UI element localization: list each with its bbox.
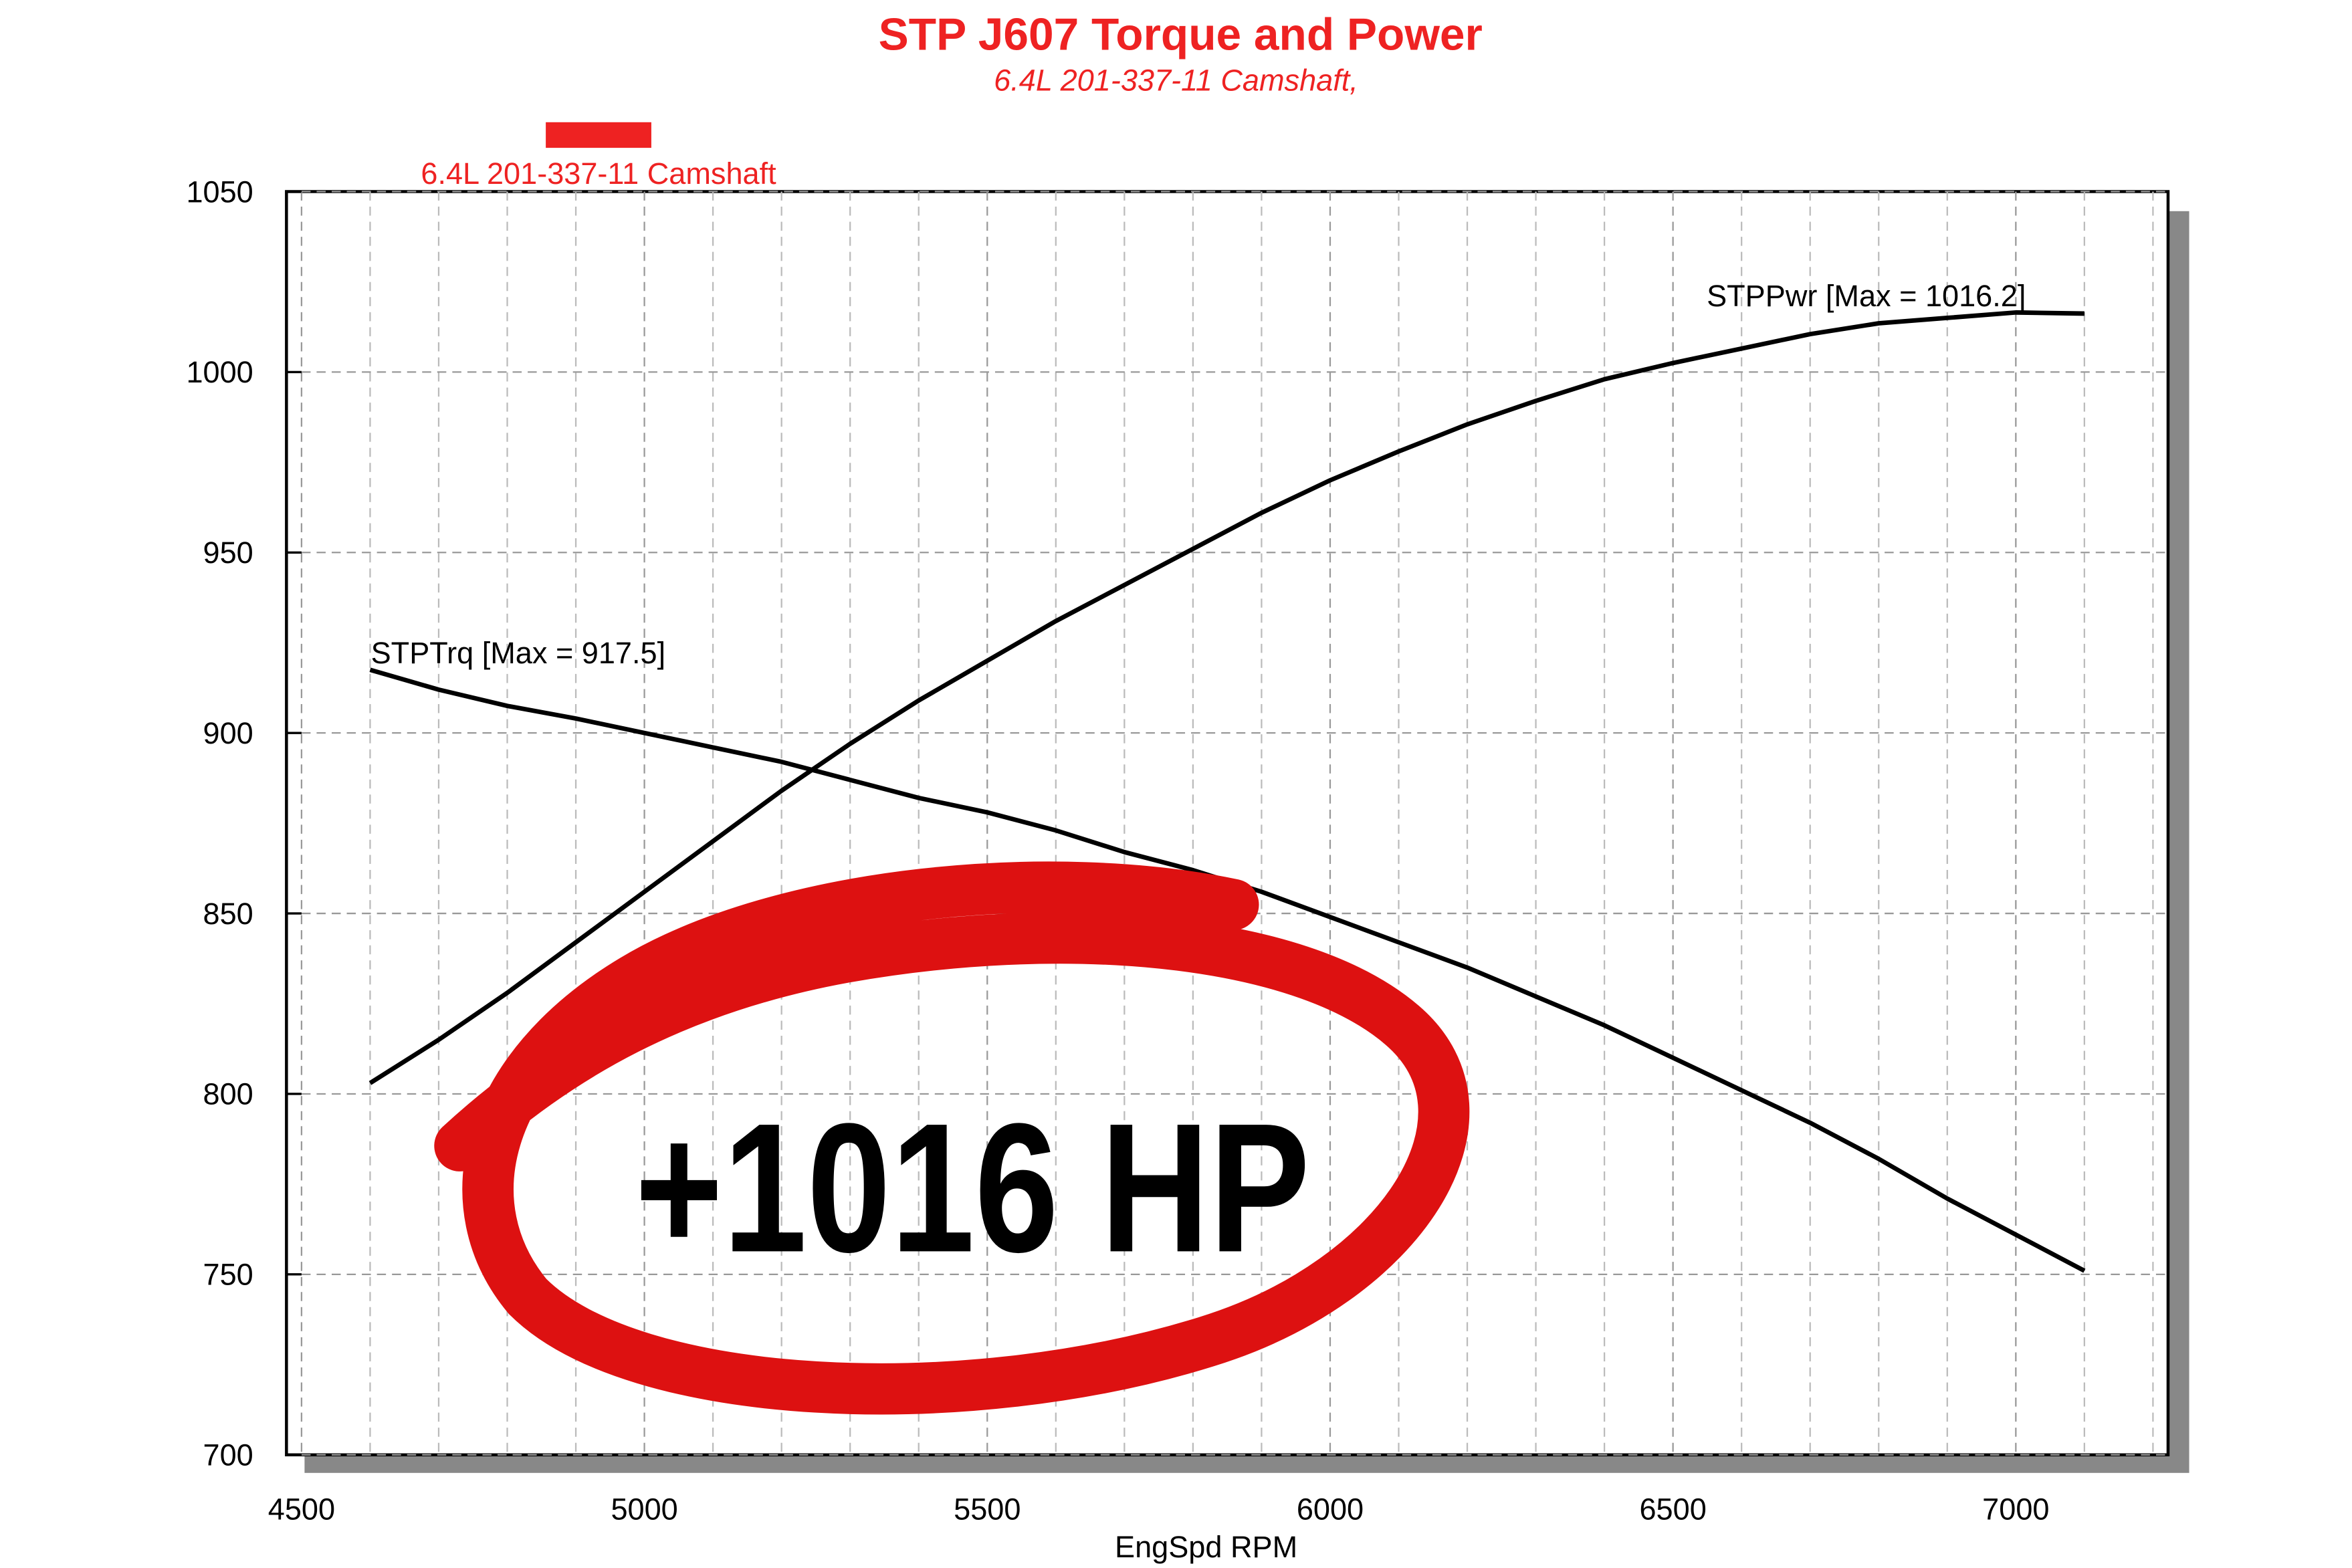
y-tick-label: 750: [203, 1258, 253, 1292]
y-tick-label: 900: [203, 716, 253, 750]
red-circle: [434, 861, 1470, 1415]
x-tick-label: 6500: [1639, 1492, 1706, 1527]
x-tick-label: 7000: [1982, 1492, 2049, 1527]
x-axis-label: EngSpd RPM: [1115, 1530, 1297, 1564]
y-tick-label: 1000: [186, 355, 253, 389]
legend-swatch: [546, 122, 651, 148]
series-label: STPPwr [Max = 1016.2]: [1707, 279, 2026, 313]
series-line: [368, 310, 2084, 1085]
x-tick-label: 5500: [954, 1492, 1021, 1527]
y-tick-label: 800: [203, 1077, 253, 1111]
scribble: [434, 861, 1470, 1415]
x-tick-label: 4500: [268, 1492, 335, 1527]
series-label: STPTrq [Max = 917.5]: [371, 636, 666, 670]
legend-label: 6.4L 201-337-11 Camshaft: [421, 156, 776, 191]
x-tick-label: 6000: [1297, 1492, 1364, 1527]
chart-subtitle: 6.4L 201-337-11 Camshaft,: [994, 63, 1358, 97]
y-tick-label: 700: [203, 1438, 253, 1472]
x-tick-label: 5000: [611, 1492, 677, 1527]
plot-area: [285, 190, 2170, 1457]
y-tick-label: 850: [203, 897, 253, 931]
y-tick-label: 1050: [186, 175, 253, 209]
chart-title: STP J607 Torque and Power: [879, 10, 1483, 60]
y-tick-label: 950: [203, 536, 253, 570]
annotation: +1016 HP: [635, 1085, 1309, 1291]
